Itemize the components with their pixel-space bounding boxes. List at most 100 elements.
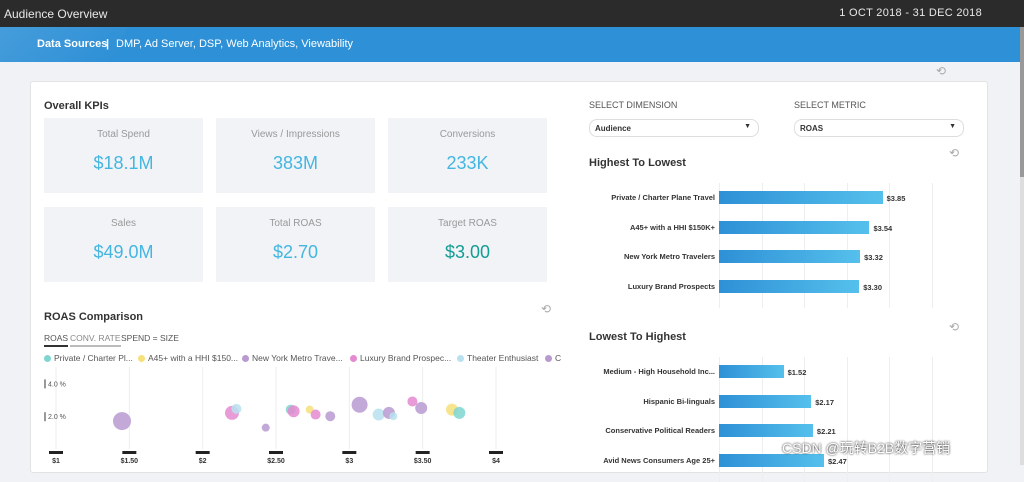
- bar-label: Avid News Consumers Age 25+: [603, 456, 715, 466]
- scatter-point[interactable]: [325, 411, 336, 422]
- scatter-point[interactable]: [389, 412, 398, 421]
- scatter-point[interactable]: [231, 403, 242, 414]
- window-title: Audience Overview: [4, 7, 108, 21]
- y-tick-mark: [44, 412, 46, 422]
- kpi-target-roas: Target ROAS $3.00: [388, 207, 547, 282]
- legend-item[interactable]: C: [545, 353, 561, 363]
- date-range[interactable]: 1 OCT 2018 - 31 DEC 2018: [839, 7, 982, 19]
- legend-label: C: [555, 353, 562, 363]
- x-tick-mark: [195, 451, 210, 454]
- grid-line: [804, 357, 805, 482]
- grid-line: [889, 357, 890, 482]
- scatter-point[interactable]: [287, 405, 300, 418]
- bar-label: Medium - High Household Inc...: [603, 367, 715, 376]
- bar[interactable]: [719, 394, 812, 408]
- legend-item[interactable]: New York Metro Trave...: [242, 353, 343, 363]
- x-tick-mark: [489, 451, 503, 454]
- kpi-value: 383M: [272, 153, 319, 173]
- scatter-point[interactable]: [415, 402, 428, 414]
- bar[interactable]: [719, 220, 870, 234]
- kpi-label: Total ROAS: [269, 218, 322, 229]
- bar[interactable]: [719, 191, 883, 204]
- chevron-down-icon: ▼: [744, 123, 751, 130]
- kpi-value: $2.70: [272, 242, 319, 262]
- refresh-icon[interactable]: ⟲: [949, 320, 960, 334]
- scatter-point[interactable]: [453, 406, 466, 419]
- x-tick-label: $3: [345, 458, 353, 465]
- x-tick-label: $1.50: [121, 458, 139, 465]
- legend-dot: [242, 355, 249, 362]
- legend-item[interactable]: A45+ with a HHI $150...: [138, 353, 238, 363]
- page-scrollbar[interactable]: [1020, 27, 1024, 465]
- kpi-label: Conversions: [439, 129, 496, 140]
- bar[interactable]: [719, 280, 860, 294]
- y-tick-label: 2.0 %: [48, 414, 66, 421]
- spend-size-note: SPEND = SIZE: [121, 333, 179, 343]
- roas-scatter-chart: $1 $1.50 $2 $2.50 $3 $3.50 $4 4.0 % 2.0 %: [44, 367, 503, 465]
- bar[interactable]: [719, 424, 813, 438]
- bar-value-label: $3.30: [863, 283, 883, 293]
- tab-roas[interactable]: ROAS: [44, 333, 69, 347]
- legend-item[interactable]: Theater Enthusiast: [457, 353, 538, 363]
- data-sources-list: DMP, Ad Server, DSP, Web Analytics, View…: [116, 38, 354, 50]
- y-tick-mark: [44, 379, 46, 389]
- legend-item[interactable]: Luxury Brand Prospec...: [350, 353, 451, 363]
- grid-line: [804, 183, 805, 308]
- legend-item[interactable]: Private / Charter Pl...: [44, 353, 133, 363]
- scatter-point[interactable]: [351, 396, 368, 413]
- kpi-value: $3.00: [444, 242, 491, 262]
- legend-label: Private / Charter Pl...: [54, 353, 133, 363]
- bar-value-label: $3.32: [864, 253, 883, 263]
- banner-separator: |: [106, 38, 110, 50]
- dimension-select[interactable]: Audience ▼: [589, 119, 759, 137]
- refresh-icon[interactable]: ⟲: [541, 302, 552, 316]
- x-tick-mark: [122, 451, 137, 454]
- scrollbar-thumb[interactable]: [1020, 27, 1024, 177]
- grid-line: [719, 357, 720, 482]
- roas-comparison-title: ROAS Comparison: [44, 311, 144, 323]
- grid-line: [719, 183, 720, 308]
- scatter-point[interactable]: [407, 396, 418, 407]
- select-dimension-label: SELECT DIMENSION: [589, 100, 678, 110]
- metric-select-value: ROAS: [800, 124, 824, 133]
- legend-dot: [545, 355, 552, 362]
- legend-label: A45+ with a HHI $150...: [148, 353, 239, 363]
- x-tick-label: $2.50: [267, 458, 285, 465]
- tab-conv-rate[interactable]: CONV. RATE: [70, 333, 121, 347]
- bar-label: A45+ with a HHI $150K+: [629, 222, 715, 232]
- bar[interactable]: [719, 454, 824, 468]
- metric-select[interactable]: ROAS ▼: [794, 119, 964, 137]
- select-metric-label: SELECT METRIC: [794, 100, 866, 110]
- kpi-label: Target ROAS: [438, 218, 497, 229]
- lowest-to-highest-title: Lowest To Highest: [589, 331, 686, 343]
- bar-value-label: $3.85: [886, 194, 906, 203]
- grid-line: [846, 357, 848, 482]
- data-sources-banner: Data Sources | DMP, Ad Server, DSP, Web …: [0, 27, 1020, 62]
- scatter-point[interactable]: [261, 423, 270, 432]
- x-tick-mark: [415, 451, 430, 454]
- kpi-label: Total Spend: [97, 129, 150, 140]
- bar-label: Conservative Political Readers: [605, 426, 715, 436]
- grid-line: [889, 183, 890, 308]
- kpi-value: 233K: [446, 153, 489, 173]
- grid-line: [846, 183, 848, 308]
- kpi-heading: Overall KPIs: [44, 100, 109, 112]
- refresh-icon[interactable]: ⟲: [936, 64, 947, 78]
- x-tick-label: $3.50: [414, 458, 432, 465]
- x-tick-mark: [49, 451, 63, 454]
- scatter-point[interactable]: [372, 408, 385, 421]
- highest-to-lowest-title: Highest To Lowest: [589, 157, 686, 169]
- watermark: CSDN @玩转B2B数字营销: [782, 440, 951, 456]
- bar-label: Private / Charter Plane Travel: [611, 193, 715, 202]
- bar[interactable]: [719, 250, 861, 264]
- bar[interactable]: [719, 365, 784, 378]
- grid-line: [931, 183, 933, 308]
- scatter-point[interactable]: [113, 412, 131, 431]
- refresh-icon[interactable]: ⟲: [949, 146, 960, 160]
- kpi-label: Sales: [110, 218, 136, 229]
- kpi-value: $49.0M: [93, 242, 154, 262]
- scatter-point[interactable]: [310, 409, 321, 420]
- x-tick-label: $1: [52, 458, 60, 465]
- legend-label: New York Metro Trave...: [252, 353, 343, 363]
- kpi-value: $18.1M: [93, 153, 154, 173]
